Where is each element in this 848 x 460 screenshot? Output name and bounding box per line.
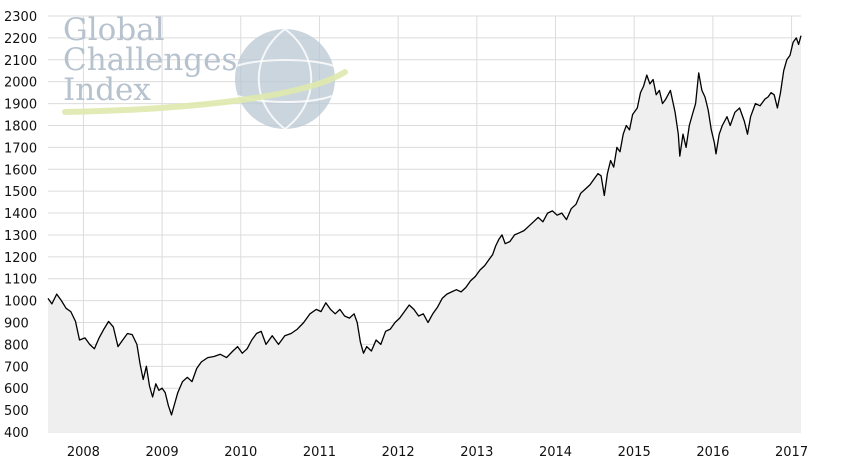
y-tick-label: 1000 xyxy=(4,295,37,310)
x-tick-label: 2017 xyxy=(775,445,808,460)
x-tick-label: 2014 xyxy=(539,445,572,460)
logo-line-2: Challenges xyxy=(63,42,237,78)
y-tick-label: 500 xyxy=(4,404,29,419)
y-tick-label: 2000 xyxy=(4,76,37,91)
series-line xyxy=(47,35,802,416)
x-tick-label: 2009 xyxy=(146,445,179,460)
y-tick-label: 1200 xyxy=(4,251,37,266)
x-tick-label: 2008 xyxy=(67,445,100,460)
x-tick-label: 2010 xyxy=(224,445,257,460)
y-tick-label: 1900 xyxy=(4,98,37,113)
y-tick-label: 1100 xyxy=(4,273,37,288)
y-tick-label: 1400 xyxy=(4,207,37,222)
y-tick-label: 1300 xyxy=(4,229,37,244)
y-tick-label: 1800 xyxy=(4,119,37,134)
y-tick-label: 900 xyxy=(4,317,29,332)
y-tick-label: 1500 xyxy=(4,185,37,200)
y-tick-label: 1600 xyxy=(4,163,37,178)
y-tick-label: 1700 xyxy=(4,141,37,156)
global-challenges-index-logo: Global Challenges Index xyxy=(62,12,348,130)
logo-line-1: Global xyxy=(63,12,165,48)
x-tick-label: 2016 xyxy=(696,445,729,460)
y-tick-label: 600 xyxy=(4,382,29,397)
globe-icon xyxy=(235,29,335,129)
x-tick-label: 2012 xyxy=(382,445,415,460)
y-tick-label: 400 xyxy=(4,426,29,441)
series-area xyxy=(48,35,801,432)
axis-labels: 400 500 600 700 800 900 1000 1100 1200 1300 1400 15… xyxy=(4,10,808,460)
y-tick-label: 2300 xyxy=(4,10,37,25)
swoosh-graphic xyxy=(62,69,348,115)
x-tick-label: 2011 xyxy=(303,445,336,460)
logo-line-3: Index xyxy=(63,72,151,108)
x-tick-label: 2015 xyxy=(618,445,651,460)
x-tick-label: 2013 xyxy=(460,445,493,460)
y-tick-label: 2100 xyxy=(4,54,37,69)
y-tick-label: 800 xyxy=(4,338,29,353)
y-tick-label: 700 xyxy=(4,360,29,375)
y-tick-label: 2200 xyxy=(4,32,37,47)
